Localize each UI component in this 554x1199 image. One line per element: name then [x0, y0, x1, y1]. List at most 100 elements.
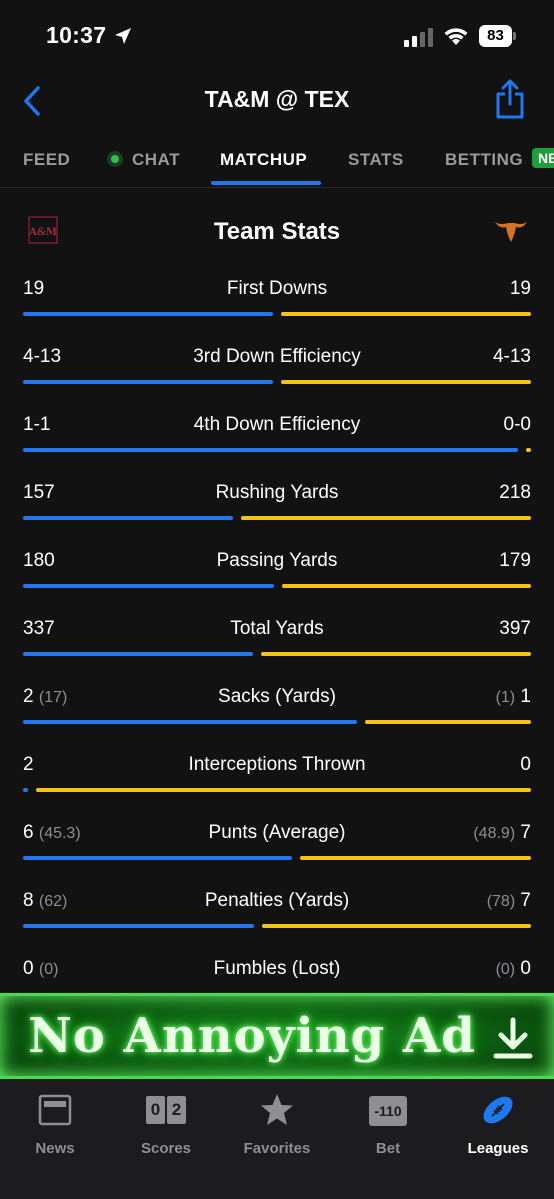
stat-row-sacks: 2 (17) Sacks (Yards) (1) 1 — [0, 678, 554, 746]
away-bar — [23, 652, 253, 656]
away-value: 1-1 — [23, 414, 51, 435]
tab-stats[interactable]: STATS — [348, 150, 404, 169]
download-icon — [493, 1017, 533, 1059]
away-bar — [23, 856, 292, 860]
home-bar — [282, 584, 531, 588]
nav-label: News — [35, 1140, 75, 1157]
home-value: 7 — [520, 890, 531, 911]
battery-icon: 83 — [479, 25, 517, 47]
team-stats-title: Team Stats — [213, 218, 341, 245]
away-bar — [23, 924, 254, 928]
home-value: 4-13 — [492, 346, 531, 367]
away-value: 19 — [23, 278, 45, 299]
stat-label: Punts (Average) — [208, 822, 346, 843]
home-value: 1 — [520, 686, 531, 707]
back-chevron-icon[interactable] — [18, 84, 48, 118]
away-value: 180 — [23, 550, 55, 571]
nav-label: Favorites — [243, 1140, 311, 1157]
battery-level: 83 — [479, 25, 512, 47]
away-subvalue: (17) — [38, 689, 68, 706]
away-bar — [23, 584, 274, 588]
away-value: 4-13 — [23, 346, 62, 367]
stat-label: 4th Down Efficiency — [193, 414, 361, 435]
location-arrow-icon — [115, 28, 131, 44]
away-value: 2 — [23, 754, 34, 775]
tab-feed[interactable]: FEED — [23, 150, 71, 169]
away-bar — [23, 788, 28, 792]
away-bar — [23, 312, 273, 316]
away-bar — [23, 720, 357, 724]
star-icon — [261, 1094, 293, 1125]
away-value: 0 — [23, 958, 34, 979]
football-icon — [483, 1096, 513, 1124]
stat-label: First Downs — [226, 278, 328, 299]
stat-row-3rd-down: 4-13 3rd Down Efficiency 4-13 — [0, 338, 554, 406]
stat-label: 3rd Down Efficiency — [193, 346, 361, 367]
nav-bet[interactable]: -110 Bet — [333, 1092, 443, 1157]
stat-row-rushing: 157 Rushing Yards 218 — [0, 474, 554, 542]
stat-label: Penalties (Yards) — [204, 890, 350, 911]
stat-row-passing: 180 Passing Yards 179 — [0, 542, 554, 610]
nav-favorites[interactable]: Favorites — [222, 1092, 332, 1157]
nav-news[interactable]: News — [0, 1092, 110, 1157]
home-value: 179 — [499, 550, 531, 571]
stat-row-fumbles: 0 (0) Fumbles (Lost) (0) 0 — [0, 950, 554, 1018]
home-value: 218 — [499, 482, 531, 503]
tab-bar: FEED CHAT MATCHUP STATS BETTING NE — [0, 130, 554, 188]
stat-label: Total Yards — [230, 618, 324, 639]
status-bar: 10:37 83 — [0, 0, 554, 72]
away-value: 8 — [23, 890, 34, 911]
nav-label: Bet — [375, 1140, 401, 1157]
tab-matchup[interactable]: MATCHUP — [220, 150, 308, 169]
home-bar — [241, 516, 531, 520]
stat-row-first-downs: 19 First Downs 19 — [0, 270, 554, 338]
home-value: 0-0 — [503, 414, 531, 435]
status-time: 10:37 — [46, 22, 107, 48]
stat-label: Sacks (Yards) — [218, 686, 336, 707]
home-bar — [261, 652, 531, 656]
away-value: 2 — [23, 686, 34, 707]
home-value: 19 — [509, 278, 531, 299]
away-value: 6 — [23, 822, 34, 843]
tamu-logo-icon: A&M — [28, 216, 58, 244]
stat-row-punts: 6 (45.3) Punts (Average) (48.9) 7 — [0, 814, 554, 882]
stat-row-penalties: 8 (62) Penalties (Yards) (78) 7 — [0, 882, 554, 950]
away-subvalue: (62) — [38, 893, 68, 910]
nav-label: Scores — [140, 1140, 192, 1157]
stat-label: Passing Yards — [216, 550, 338, 571]
away-subvalue: (45.3) — [38, 825, 81, 842]
nav-header: TA&M @ TEX — [0, 72, 554, 128]
home-value: 0 — [520, 754, 531, 775]
away-bar — [23, 380, 273, 384]
stat-label: Rushing Yards — [215, 482, 339, 503]
stat-label: Interceptions Thrown — [188, 754, 366, 775]
stat-label: Fumbles (Lost) — [213, 958, 341, 979]
active-tab-indicator — [211, 181, 321, 185]
ad-banner[interactable]: No Annoying Ad — [0, 993, 554, 1079]
nav-label: Leagues — [467, 1140, 529, 1157]
home-bar — [281, 312, 531, 316]
ad-text: No Annoying Ad — [28, 1008, 476, 1064]
away-bar — [23, 516, 233, 520]
away-value: 337 — [23, 618, 55, 639]
stat-row-total-yards: 337 Total Yards 397 — [0, 610, 554, 678]
live-dot-icon — [107, 151, 123, 167]
tab-chat[interactable]: CHAT — [132, 150, 180, 169]
stat-row-4th-down: 1-1 4th Down Efficiency 0-0 — [0, 406, 554, 474]
tab-betting[interactable]: BETTING — [445, 150, 524, 169]
page-title: TA&M @ TEX — [204, 86, 350, 112]
home-bar — [300, 856, 531, 860]
nav-leagues[interactable]: Leagues — [443, 1092, 553, 1157]
tamu-logo-text: A&M — [28, 227, 57, 238]
newspaper-icon — [38, 1094, 72, 1126]
share-icon[interactable] — [494, 78, 526, 120]
odds-icon: -110 — [333, 1092, 443, 1128]
home-bar — [526, 448, 531, 452]
home-bar — [365, 720, 531, 724]
home-bar — [262, 924, 531, 928]
team-stats-header: A&M Team Stats — [0, 200, 554, 264]
new-badge: NE — [532, 148, 554, 168]
